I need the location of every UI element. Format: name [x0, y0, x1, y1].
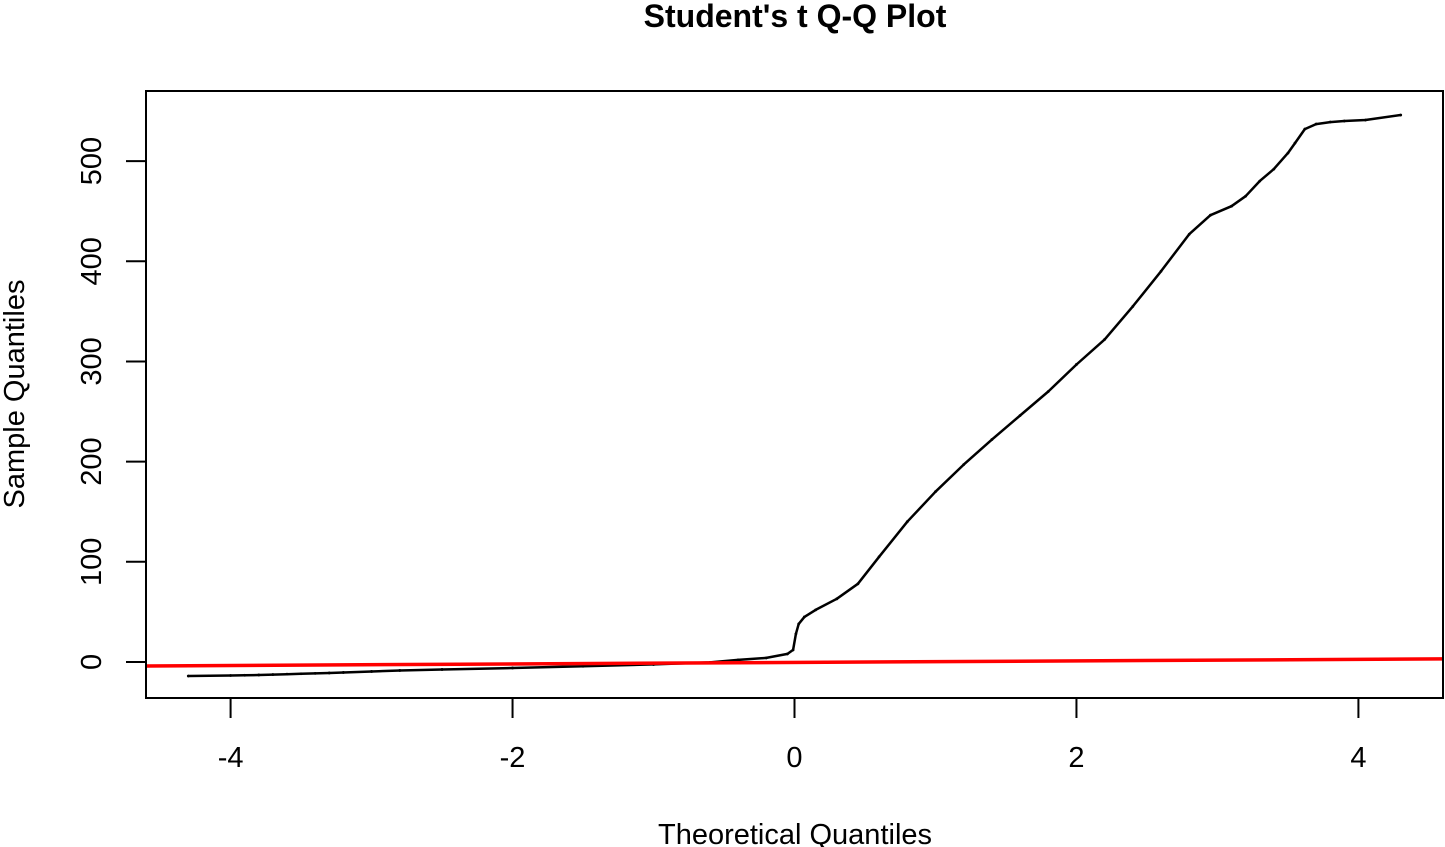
sample-quantile-point	[1364, 118, 1367, 122]
sample-quantile-point	[1293, 141, 1297, 145]
sample-quantile-point	[1159, 269, 1163, 273]
sample-quantile-point	[285, 672, 289, 676]
y-tick-label: 0	[76, 654, 108, 670]
sample-quantile-point	[1272, 167, 1276, 171]
sample-quantile-point	[327, 671, 331, 675]
plot-data-layer	[145, 113, 1444, 678]
y-tick-label: 300	[76, 337, 108, 385]
sample-quantile-point	[398, 669, 402, 672]
sample-quantile-point	[794, 632, 798, 636]
sample-quantile-point	[271, 673, 275, 676]
sample-quantile-point	[1399, 113, 1403, 117]
x-tick-label: 2	[1068, 742, 1084, 774]
x-tick-label: 4	[1350, 742, 1366, 774]
x-tick-label: -4	[218, 742, 244, 774]
sample-quantile-point	[764, 656, 768, 660]
sample-quantile-point	[1244, 194, 1248, 198]
sample-quantile-point	[1328, 120, 1332, 124]
sample-quantile-curve	[188, 113, 1401, 678]
sample-quantile-point	[1046, 390, 1050, 393]
y-tick-label: 100	[76, 538, 108, 586]
y-tick-label: 500	[76, 137, 108, 185]
sample-quantile-point	[1314, 122, 1318, 126]
sample-quantile-point	[1208, 213, 1212, 217]
sample-quantile-point	[1131, 304, 1135, 308]
sample-quantile-point	[835, 597, 839, 601]
sample-quantile-point	[802, 615, 806, 619]
sample-quantile-point	[229, 674, 232, 677]
sample-quantile-point	[1103, 338, 1107, 341]
sample-quantile-point	[814, 608, 818, 612]
sample-quantile-point	[962, 463, 966, 467]
sample-quantile-point	[581, 664, 585, 668]
chart-title: Student's t Q-Q Plot	[644, 0, 947, 34]
sample-quantile-point	[257, 673, 261, 677]
sample-quantile-point	[1286, 151, 1290, 155]
qq-reference-line	[145, 657, 1444, 668]
sample-quantile-point	[1018, 414, 1022, 417]
y-axis: 0 100 200 300 400 500	[76, 137, 147, 670]
sample-quantile-point	[786, 652, 789, 656]
sample-quantile-point	[791, 648, 795, 652]
plot-frame	[145, 90, 1444, 699]
sample-quantile-point	[877, 555, 881, 559]
sample-quantile-point	[736, 658, 740, 662]
x-axis-label: Theoretical Quantiles	[658, 819, 932, 847]
sample-quantile-point	[1187, 232, 1191, 236]
sample-quantile-point	[1230, 204, 1233, 208]
y-tick-label: 400	[76, 237, 108, 285]
x-tick-label: 0	[786, 742, 802, 774]
sample-quantile-point	[1075, 363, 1078, 366]
sample-quantile-point	[990, 438, 994, 441]
sample-quantile-point	[1342, 119, 1346, 123]
sample-quantile-point	[856, 582, 860, 586]
sample-quantile-point	[934, 490, 937, 494]
x-tick-label: -2	[500, 742, 526, 774]
sample-quantile-point	[440, 668, 444, 671]
sample-quantile-point	[186, 674, 190, 678]
sample-quantile-point	[1258, 179, 1262, 183]
y-axis-label: Sample Quantiles	[0, 280, 31, 509]
sample-quantile-point	[905, 520, 909, 524]
sample-quantile-point	[299, 672, 303, 676]
sample-quantile-point	[511, 666, 514, 670]
sample-quantile-point	[370, 670, 373, 673]
sample-quantile-point	[243, 673, 247, 677]
sample-quantile-point	[313, 671, 317, 675]
sample-quantile-point	[1303, 127, 1307, 131]
sample-quantile-point	[797, 622, 801, 626]
x-axis: -4 -2 0 2 4	[218, 697, 1366, 774]
y-tick-label: 200	[76, 437, 108, 485]
sample-quantile-point	[341, 671, 345, 674]
